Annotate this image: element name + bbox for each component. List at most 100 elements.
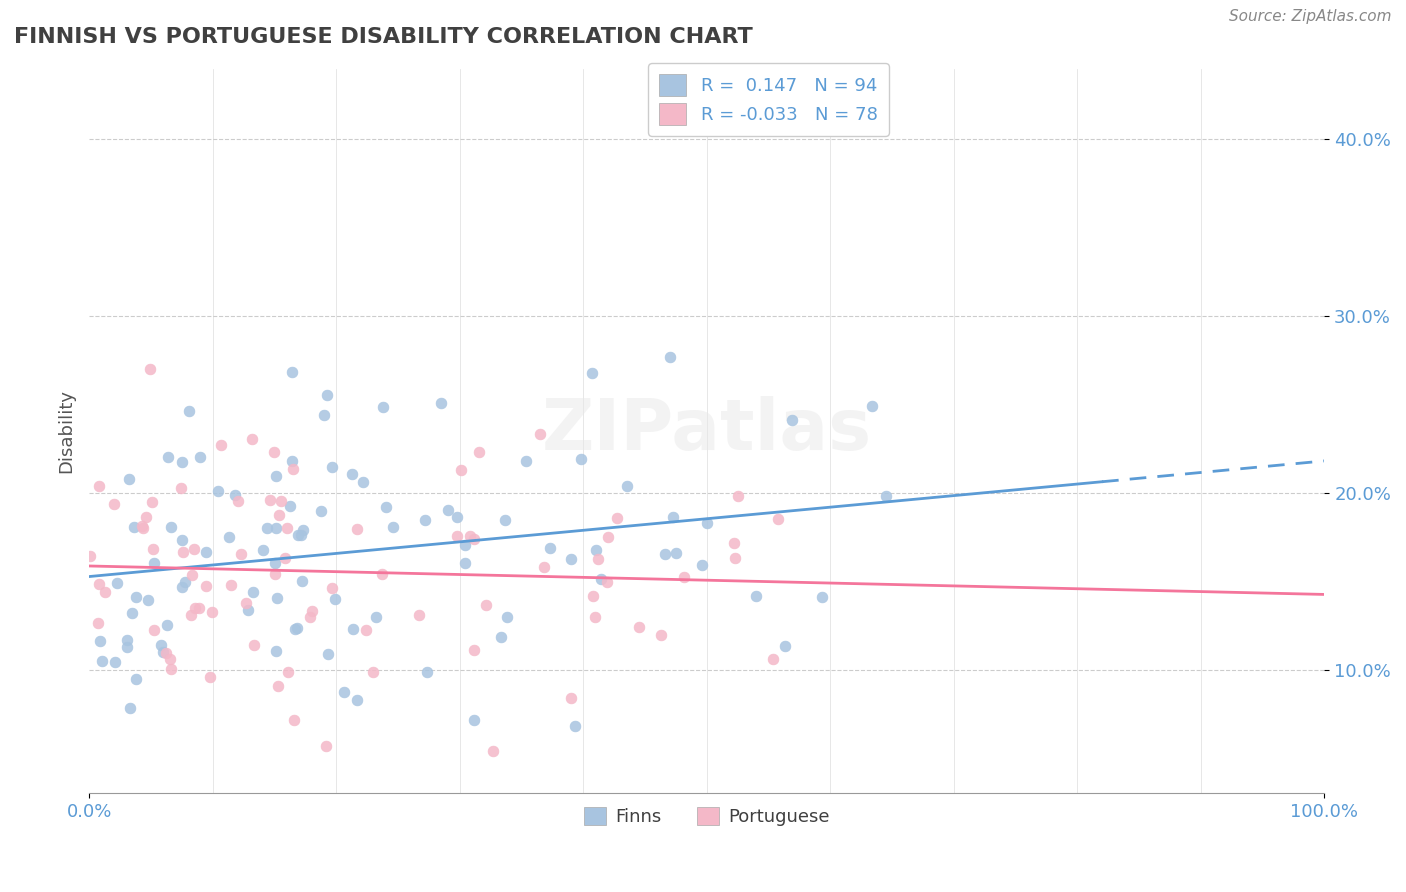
Point	[172, 545, 194, 559]
Point	[226, 493, 249, 508]
Point	[172, 580, 194, 594]
Point	[94, 584, 117, 599]
Point	[696, 516, 718, 531]
Point	[481, 744, 503, 758]
Point	[281, 462, 304, 476]
Point	[172, 455, 194, 469]
Point	[654, 548, 676, 562]
Point	[160, 520, 183, 534]
Point	[627, 620, 650, 634]
Point	[274, 550, 297, 565]
Point	[264, 567, 287, 582]
Point	[564, 719, 586, 733]
Point	[474, 598, 496, 612]
Point	[340, 467, 363, 481]
Point	[284, 622, 307, 636]
Point	[332, 685, 354, 699]
Point	[723, 536, 745, 550]
Point	[583, 609, 606, 624]
Point	[291, 524, 314, 538]
Point	[252, 543, 274, 558]
Point	[142, 557, 165, 571]
Point	[515, 454, 537, 468]
Point	[325, 591, 347, 606]
Point	[278, 499, 301, 513]
Point	[860, 399, 883, 413]
Point	[446, 509, 468, 524]
Point	[156, 617, 179, 632]
Point	[131, 519, 153, 533]
Point	[283, 713, 305, 727]
Point	[188, 450, 211, 465]
Point	[773, 639, 796, 653]
Point	[538, 541, 561, 556]
Point	[139, 361, 162, 376]
Point	[136, 593, 159, 607]
Point	[177, 404, 200, 418]
Point	[665, 546, 688, 560]
Point	[170, 481, 193, 495]
Point	[157, 450, 180, 465]
Point	[183, 541, 205, 556]
Point	[150, 638, 173, 652]
Point	[135, 510, 157, 524]
Point	[104, 655, 127, 669]
Point	[160, 662, 183, 676]
Point	[259, 493, 281, 508]
Point	[491, 630, 513, 644]
Point	[301, 604, 323, 618]
Point	[494, 513, 516, 527]
Point	[269, 508, 291, 523]
Point	[354, 624, 377, 638]
Point	[690, 558, 713, 572]
Point	[87, 615, 110, 630]
Point	[533, 560, 555, 574]
Point	[662, 510, 685, 524]
Point	[569, 452, 592, 467]
Point	[458, 529, 481, 543]
Point	[207, 483, 229, 498]
Point	[285, 620, 308, 634]
Point	[430, 396, 453, 410]
Point	[453, 538, 475, 552]
Point	[346, 693, 368, 707]
Point	[361, 665, 384, 680]
Point	[125, 590, 148, 604]
Point	[811, 591, 834, 605]
Point	[290, 574, 312, 588]
Point	[194, 578, 217, 592]
Point	[591, 572, 613, 586]
Point	[346, 522, 368, 536]
Point	[724, 550, 747, 565]
Point	[560, 690, 582, 705]
Point	[342, 622, 364, 636]
Point	[314, 408, 336, 422]
Point	[782, 413, 804, 427]
Point	[200, 605, 222, 619]
Point	[768, 512, 790, 526]
Point	[416, 665, 439, 680]
Point	[650, 628, 672, 642]
Point	[240, 432, 263, 446]
Text: ZIPatlas: ZIPatlas	[541, 396, 872, 466]
Point	[727, 489, 749, 503]
Point	[321, 581, 343, 595]
Point	[281, 365, 304, 379]
Point	[316, 388, 339, 402]
Point	[761, 652, 783, 666]
Point	[194, 545, 217, 559]
Point	[371, 566, 394, 581]
Point	[125, 673, 148, 687]
Point	[218, 530, 240, 544]
Point	[235, 596, 257, 610]
Point	[318, 647, 340, 661]
Point	[174, 575, 197, 590]
Point	[371, 401, 394, 415]
Point	[673, 570, 696, 584]
Point	[200, 670, 222, 684]
Point	[496, 610, 519, 624]
Point	[118, 701, 141, 715]
Point	[598, 530, 620, 544]
Point	[309, 504, 332, 518]
Point	[463, 642, 485, 657]
